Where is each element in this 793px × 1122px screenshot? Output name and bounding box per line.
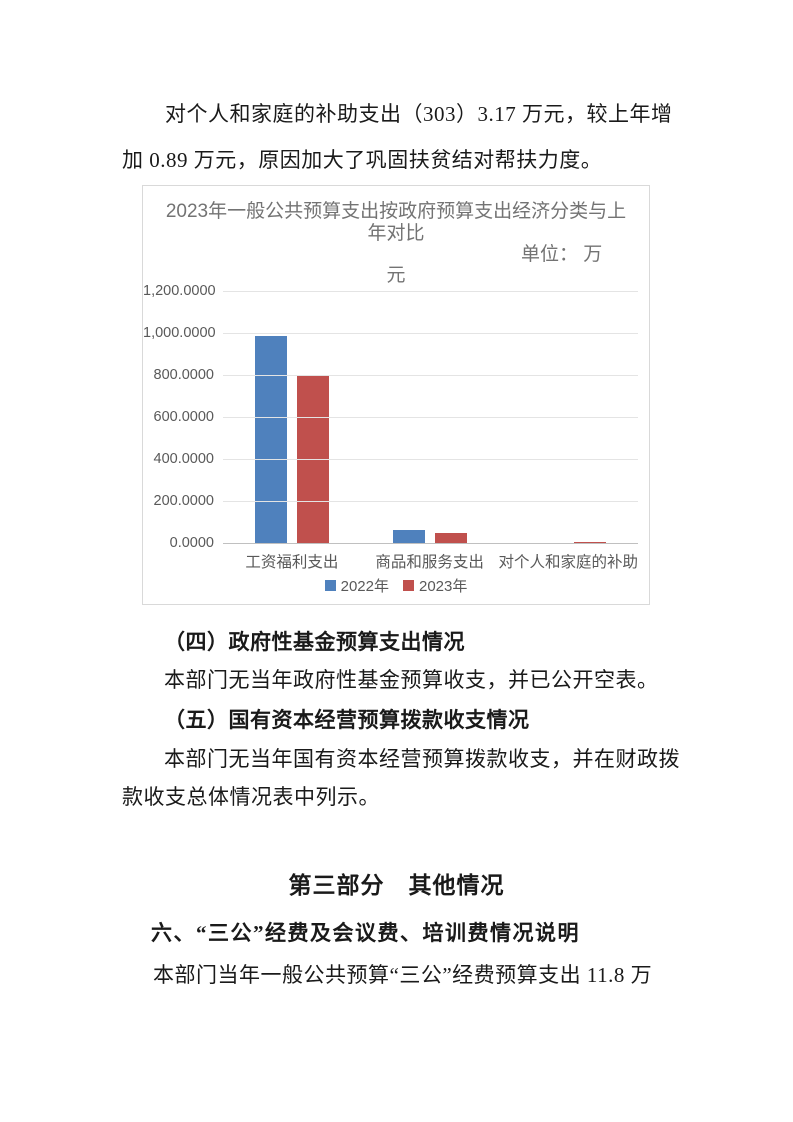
section5-body-line2: 款收支总体情况表中列示。 bbox=[122, 785, 380, 809]
x-category-2: 商品和服务支出 bbox=[375, 554, 484, 571]
bar-2023年-商品和服务支出 bbox=[435, 532, 468, 543]
part3-title: 第三部分 其他情况 bbox=[288, 873, 505, 898]
y-tick-label: 400.0000 bbox=[153, 451, 214, 467]
bar-group bbox=[500, 291, 638, 543]
section6-body-line1: 本部门当年一般公共预算“三公”经费预算支出 11.8 万 bbox=[153, 963, 653, 987]
bar-2022年-商品和服务支出 bbox=[393, 529, 426, 543]
y-tick-label: 600.0000 bbox=[153, 409, 214, 425]
gridline bbox=[223, 375, 638, 376]
budget-comparison-chart: 2023年一般公共预算支出按政府预算支出经济分类与上 年对比 单位： 万 元 工… bbox=[142, 185, 650, 605]
x-category-3: 对个人和家庭的补助 bbox=[498, 554, 639, 571]
x-axis-line bbox=[223, 543, 638, 544]
chart-title-line1: 2023年一般公共预算支出按政府预算支出经济分类与上 bbox=[165, 201, 627, 222]
chart-legend: 2022年 2023年 bbox=[143, 575, 649, 596]
section6-heading: 六、“三公”经费及会议费、培训费情况说明 bbox=[151, 921, 580, 945]
section4-body: 本部门无当年政府性基金预算收支，并已公开空表。 bbox=[164, 668, 659, 692]
y-tick-label: 800.0000 bbox=[153, 367, 214, 383]
bar-group bbox=[361, 291, 499, 543]
chart-unit-label-line2: 元 bbox=[386, 265, 406, 286]
gridline bbox=[223, 459, 638, 460]
bar-2022年-工资福利支出 bbox=[255, 336, 288, 543]
x-category-1: 工资福利支出 bbox=[245, 554, 339, 571]
y-tick-label: 1,000.0000 bbox=[143, 325, 216, 341]
paragraph-subsidy-line1: 对个人和家庭的补助支出（303）3.17 万元，较上年增 bbox=[165, 102, 673, 126]
gridline bbox=[223, 333, 638, 334]
gridline bbox=[223, 501, 638, 502]
chart-unit-label-line1: 单位： 万 bbox=[521, 244, 603, 265]
legend-swatch-2023 bbox=[403, 580, 414, 591]
bar-2023年-对个人和家庭的补助 bbox=[573, 542, 606, 543]
y-tick-label: 200.0000 bbox=[153, 493, 214, 509]
y-tick-label: 0.0000 bbox=[169, 535, 214, 551]
paragraph-subsidy-line2: 加 0.89 万元，原因加大了巩固扶贫结对帮扶力度。 bbox=[122, 148, 603, 172]
section5-heading: （五）国有资本经营预算拨款收支情况 bbox=[164, 708, 530, 732]
section5-body-line1: 本部门无当年国有资本经营预算拨款收支，并在财政拨 bbox=[164, 747, 680, 771]
gridline bbox=[223, 417, 638, 418]
x-axis-category-labels: 工资福利支出 商品和服务支出 对个人和家庭的补助 bbox=[223, 550, 638, 572]
legend-item-2022: 2022年 bbox=[324, 575, 389, 596]
chart-title-line2: 年对比 bbox=[367, 223, 425, 244]
section4-heading: （四）政府性基金预算支出情况 bbox=[164, 630, 465, 654]
legend-item-2023: 2023年 bbox=[403, 575, 467, 596]
legend-label-2023: 2023年 bbox=[419, 578, 468, 595]
y-tick-label: 1,200.0000 bbox=[143, 283, 216, 299]
legend-swatch-2022 bbox=[324, 580, 336, 591]
legend-label-2022: 2022年 bbox=[340, 578, 389, 595]
gridline bbox=[223, 291, 638, 292]
